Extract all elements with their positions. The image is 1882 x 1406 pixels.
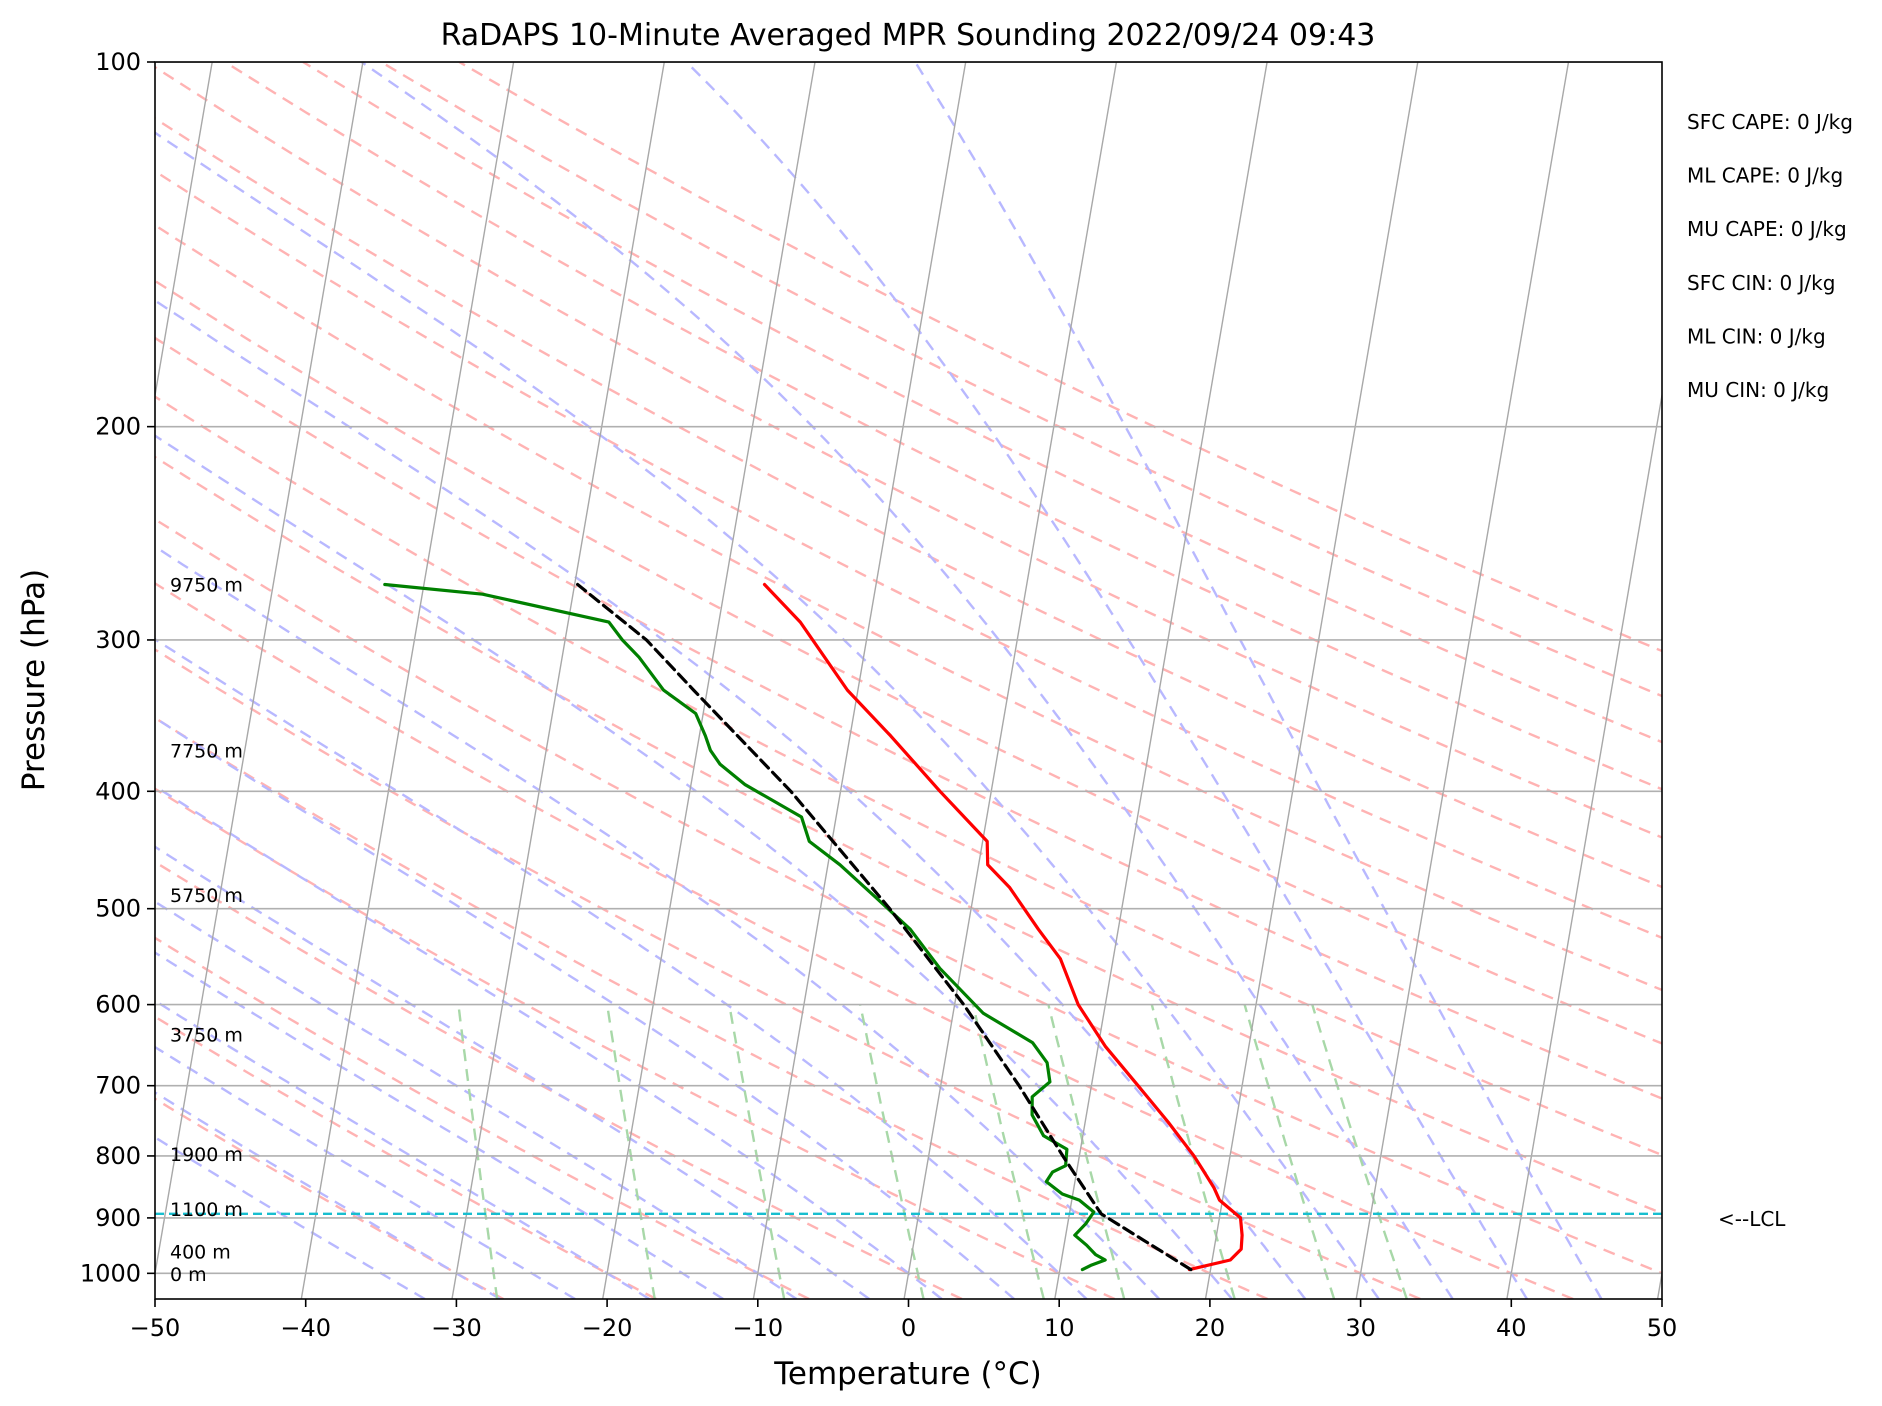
height-label: 1900 m <box>170 1144 243 1166</box>
moist-adiabat <box>155 951 724 1299</box>
mixing-ratio-line <box>457 1004 499 1299</box>
y-tick-label: 1000 <box>80 1259 141 1287</box>
dry-adiabat <box>155 279 1662 1045</box>
x-tick-label: 50 <box>1647 1314 1678 1342</box>
lcl-label: <--LCL <box>1718 1207 1786 1231</box>
x-tick-label: −10 <box>732 1314 783 1342</box>
dry-adiabat <box>155 65 1662 839</box>
stat-text: MU CAPE: 0 J/kg <box>1687 217 1847 241</box>
moist-adiabat <box>914 62 1603 1299</box>
dry-adiabat <box>155 395 1662 1157</box>
height-label: 0 m <box>170 1264 207 1286</box>
stat-text: SFC CAPE: 0 J/kg <box>1687 110 1853 134</box>
height-label: 9750 m <box>170 575 243 597</box>
dry-adiabat <box>155 716 1268 1299</box>
moist-adiabat <box>155 1135 426 1299</box>
isotherm <box>155 62 364 1278</box>
dry-adiabat <box>155 581 1574 1299</box>
dry-adiabat <box>155 648 1421 1299</box>
dry-adiabat <box>155 223 1662 992</box>
moist-adiabat <box>155 637 1088 1299</box>
stat-text: SFC CIN: 0 J/kg <box>1687 271 1835 295</box>
x-tick-label: 10 <box>1044 1314 1075 1342</box>
y-axis-label: Pressure (hPa) <box>16 569 52 791</box>
x-tick-label: 30 <box>1345 1314 1376 1342</box>
mixing-ratio-line <box>606 1004 656 1299</box>
isotherm <box>155 62 213 400</box>
height-label: 3750 m <box>170 1024 243 1046</box>
y-tick-label: 300 <box>95 626 141 654</box>
series-line-3 <box>575 582 1193 1272</box>
height-label: 5750 m <box>170 885 243 907</box>
y-tick-label: 500 <box>95 895 141 923</box>
stat-text: MU CIN: 0 J/kg <box>1687 378 1829 402</box>
mixing-ratio-line <box>971 1004 1045 1299</box>
x-tick-label: 20 <box>1195 1314 1226 1342</box>
y-tick-label: 900 <box>95 1204 141 1232</box>
height-label: 1100 m <box>170 1199 243 1221</box>
moist-adiabat <box>155 900 798 1299</box>
isotherm <box>451 62 665 1299</box>
x-tick-label: −40 <box>280 1314 331 1342</box>
moist-adiabat <box>360 62 1454 1299</box>
series-line-2 <box>383 582 1107 1272</box>
mixing-ratio-line <box>728 1004 786 1299</box>
dry-adiabat <box>380 62 1662 698</box>
x-tick-label: −50 <box>130 1314 181 1342</box>
x-axis-label: Temperature (°C) <box>773 1356 1042 1392</box>
y-tick-label: 800 <box>95 1142 141 1170</box>
stat-text: ML CIN: 0 J/kg <box>1687 324 1826 348</box>
mixing-ratio-line <box>1311 1004 1408 1299</box>
mixing-ratio-line <box>1047 1004 1126 1299</box>
x-tick-label: −30 <box>431 1314 482 1342</box>
isotherm <box>1204 62 1419 1299</box>
x-tick-label: 40 <box>1496 1314 1527 1342</box>
height-label: 7750 m <box>170 740 243 762</box>
stat-text: ML CAPE: 0 J/kg <box>1687 164 1843 188</box>
isotherm <box>752 62 967 1299</box>
isotherm <box>1054 62 1268 1299</box>
moist-adiabat <box>155 545 1161 1299</box>
mixing-ratio-line <box>859 1004 925 1299</box>
chart-title: RaDAPS 10-Minute Averaged MPR Sounding 2… <box>441 18 1376 53</box>
isotherm <box>1506 391 1662 1299</box>
x-tick-label: −20 <box>582 1314 633 1342</box>
isotherm <box>903 62 1118 1299</box>
isotherm <box>1355 62 1570 1299</box>
x-tick-label: 0 <box>901 1314 916 1342</box>
mixing-ratio-line <box>1243 1004 1336 1299</box>
dry-adiabat <box>302 62 1662 744</box>
y-tick-label: 100 <box>95 48 141 76</box>
dry-adiabat <box>155 455 1662 1215</box>
isotherm <box>300 62 515 1299</box>
y-tick-label: 200 <box>95 413 141 441</box>
y-tick-label: 600 <box>95 991 141 1019</box>
y-tick-label: 400 <box>95 777 141 805</box>
isotherm <box>602 62 816 1299</box>
dry-adiabat <box>155 860 963 1299</box>
mixing-ratio-line <box>1150 1004 1236 1299</box>
height-label: 400 m <box>170 1241 231 1263</box>
series-line-1 <box>762 582 1244 1272</box>
y-tick-label: 700 <box>95 1072 141 1100</box>
